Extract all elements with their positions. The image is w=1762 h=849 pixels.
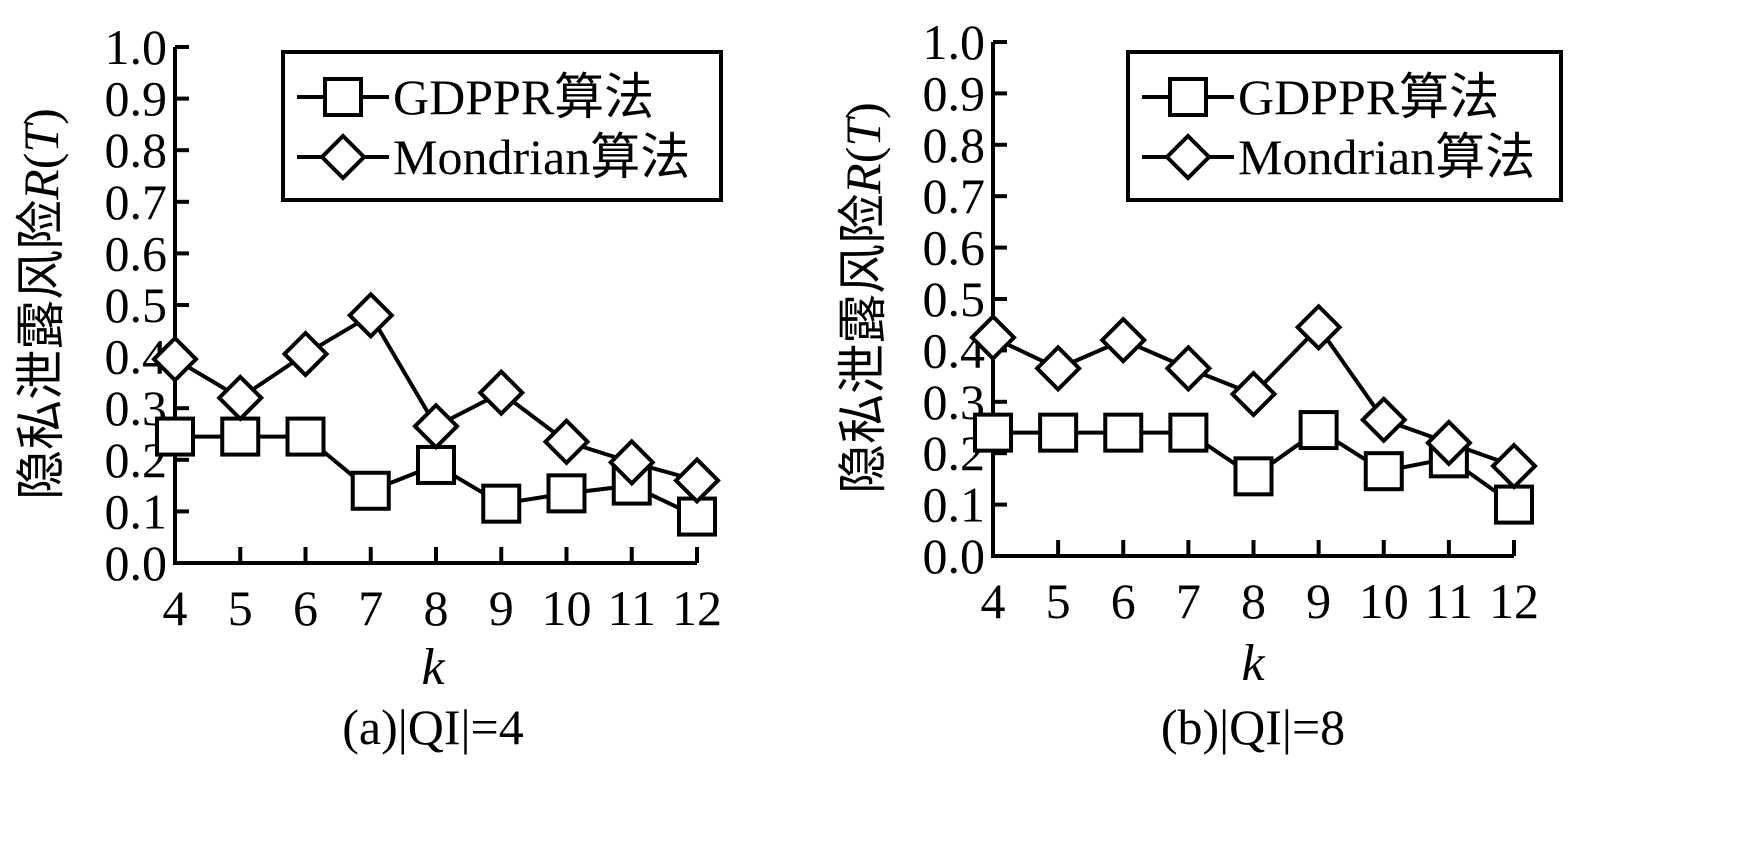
data-point-square [285, 416, 326, 457]
legend-label: Mondrian算法 [1238, 129, 1535, 185]
legend-marker-diamond [1164, 133, 1212, 181]
data-point-diamond [216, 374, 265, 422]
x-axis-label: k [421, 639, 445, 696]
panel-caption: (a)|QI|=4 [342, 699, 523, 755]
legend-label: GDPPR算法 [393, 69, 654, 125]
y-tick-label: 1.0 [923, 14, 986, 70]
data-point-square [1494, 484, 1534, 525]
data-point-square [220, 416, 261, 457]
y-tick-label: 0.8 [923, 117, 986, 173]
chart-panel-b: 隐私泄露风险R(T) 0.00.10.20.30.40.50.60.70.80.… [835, 14, 1563, 755]
x-tick-label: 11 [608, 580, 656, 636]
y-axis-label: 隐私泄露风险R(T) [13, 108, 69, 500]
data-point-square [1168, 412, 1209, 453]
data-point-square [973, 412, 1013, 453]
data-point-square [1233, 456, 1274, 497]
data-point-square [546, 473, 587, 514]
data-point-diamond [1490, 442, 1538, 490]
y-tick-label: 0.9 [923, 65, 986, 121]
x-tick-label: 7 [358, 580, 383, 636]
y-tick-label: 0.1 [923, 477, 986, 533]
data-point-square [350, 470, 391, 511]
data-point-diamond [969, 313, 1017, 362]
x-tick-label: 9 [1306, 573, 1331, 629]
data-point-diamond [1359, 395, 1408, 444]
y-tick-group: 0.00.10.20.30.40.50.60.70.80.91.0 [923, 14, 986, 584]
y-tick-label: 0.6 [923, 220, 986, 276]
data-point-diamond [281, 330, 330, 378]
data-point-diamond [673, 456, 721, 505]
x-tick-label: 6 [1111, 573, 1136, 629]
y-tick-label: 0.5 [923, 271, 986, 327]
y-tick-label: 0.7 [923, 168, 986, 224]
data-point-square [155, 416, 195, 457]
legend-box [281, 50, 723, 202]
x-axis-label: k [1241, 635, 1265, 692]
legend-marker-square [1168, 77, 1208, 117]
axes [173, 45, 699, 565]
y-tick-label: 0.5 [105, 277, 168, 333]
data-point-square [1363, 451, 1404, 492]
data-point-diamond [477, 368, 526, 417]
data-point-diamond [1294, 303, 1343, 352]
x-tick-label: 8 [1241, 573, 1266, 629]
data-point-diamond [1164, 344, 1213, 393]
chart-panel-a: 隐私泄露风险R(T) 0.00.10.20.30.40.50.60.70.80.… [13, 19, 723, 755]
y-tick-label: 0.1 [105, 483, 168, 539]
x-tick-group: 4 5 6 7 8 9 10 11 12 [163, 580, 723, 636]
x-tick-label: 6 [293, 580, 318, 636]
y-tick-label: 0.0 [923, 528, 986, 584]
y-tick-label: 1.0 [105, 19, 168, 75]
data-point-diamond [1229, 370, 1278, 418]
x-tick-label: 11 [1425, 573, 1473, 629]
x-tick-label: 9 [489, 580, 514, 636]
legend-label: Mondrian算法 [393, 129, 690, 185]
data-point-diamond [346, 291, 395, 340]
data-point-diamond [607, 438, 656, 487]
legend-marker-diamond [319, 133, 367, 181]
x-tick-group: 4 5 6 7 8 9 10 11 12 [981, 573, 1540, 629]
legend-marker-square [323, 77, 363, 117]
data-point-square [1298, 410, 1339, 451]
y-axis-label: 隐私泄露风险R(T) [835, 102, 891, 494]
x-tick-label: 12 [672, 580, 722, 636]
x-tick-label: 4 [981, 573, 1006, 629]
y-tick-label: 0.7 [105, 174, 168, 230]
y-tick-label: 0.0 [105, 535, 168, 591]
data-point-diamond [151, 335, 199, 384]
y-tick-label: 0.4 [923, 322, 986, 378]
axes [991, 40, 1516, 558]
legend-box [1126, 50, 1563, 202]
data-point-diamond [1099, 316, 1148, 364]
x-tick-label: 10 [542, 580, 592, 636]
data-point-square [1103, 412, 1144, 453]
x-tick-label: 12 [1489, 573, 1539, 629]
data-point-square [416, 444, 456, 485]
data-point-diamond [1034, 344, 1082, 393]
data-point-square [1038, 412, 1079, 453]
data-point-square [481, 483, 522, 524]
x-tick-label: 5 [1046, 573, 1071, 629]
series-group [151, 291, 721, 537]
data-point-diamond [412, 402, 460, 451]
x-tick-label: 8 [424, 580, 449, 636]
data-point-diamond [1425, 419, 1473, 467]
legend-label: GDPPR算法 [1238, 69, 1499, 125]
x-tick-label: 5 [228, 580, 253, 636]
x-tick-label: 7 [1176, 573, 1201, 629]
data-point-diamond [542, 417, 591, 466]
series-group [969, 303, 1538, 525]
y-tick-label: 0.9 [105, 71, 168, 127]
y-tick-label: 0.6 [105, 225, 168, 281]
y-tick-label: 0.8 [105, 122, 168, 178]
x-tick-label: 10 [1359, 573, 1409, 629]
x-tick-label: 4 [163, 580, 188, 636]
panel-caption: (b)|QI|=8 [1161, 699, 1345, 755]
y-tick-group: 0.00.10.20.30.40.50.60.70.80.91.0 [105, 19, 168, 591]
